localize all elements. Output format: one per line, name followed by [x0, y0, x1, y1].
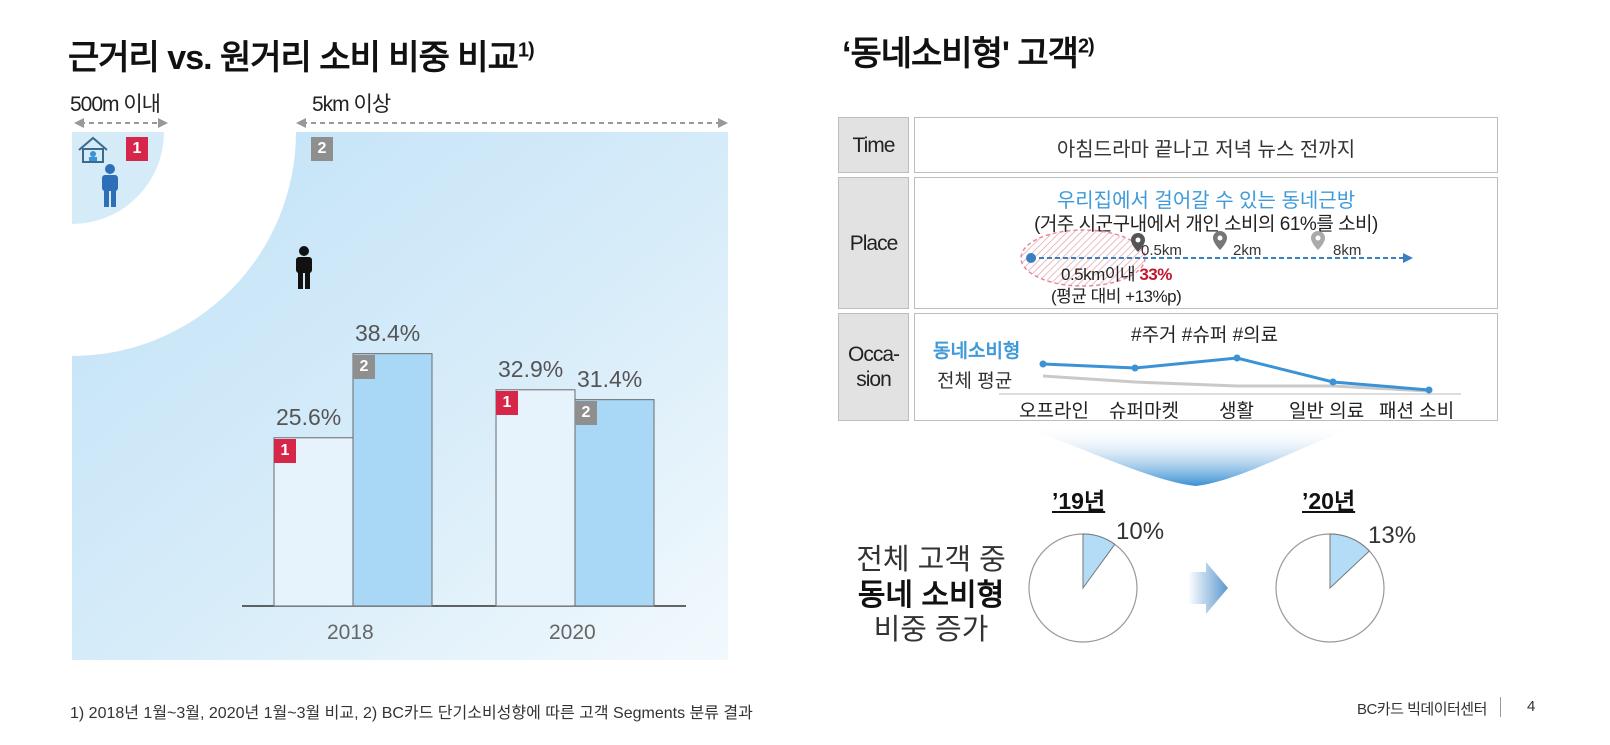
marker-label-8km: 8km [1333, 242, 1362, 259]
near-zone-badge: 1 [126, 137, 148, 161]
summary-line3: 비중 증가 [873, 614, 989, 646]
place-line1: 우리집에서 걸어갈 수 있는 동네근방 [1056, 190, 1356, 212]
person-black-icon [296, 246, 312, 289]
bar-category-label-2018: 2018 [327, 621, 374, 644]
funnel-shape [1020, 426, 1360, 486]
marker-pin-8km [1311, 231, 1325, 250]
bar-2018-series-1 [273, 437, 354, 607]
occasion-label: Occa- sion [838, 313, 909, 421]
pie-2020-slice [1329, 533, 1371, 590]
place-cell: 우리집에서 걸어갈 수 있는 동네근방 (거주 시군구내에서 개인 소비의 61… [914, 177, 1498, 309]
legend-avg: 전체 평균 [937, 371, 1013, 392]
place-label: Place [838, 177, 909, 309]
near-share-line: 0.5km이내 33% [1061, 260, 1172, 285]
marker-pin-2km [1213, 231, 1227, 250]
occasion-cat-0: 오프라인 [1019, 401, 1089, 422]
left-title-text: 근거리 vs. 원거리 소비 비중 비교 [68, 39, 519, 77]
pie-2019-slice [1082, 533, 1116, 590]
bar-badge-2020-1: 1 [496, 390, 518, 415]
page-number: 4 [1527, 698, 1536, 715]
marker-label-2km: 2km [1233, 242, 1262, 259]
year-2020-label: ’20년 [1302, 488, 1356, 514]
transition-arrow [1188, 562, 1228, 614]
left-title-note: 1) [517, 39, 535, 62]
occasion-cat-2: 생활 [1219, 401, 1254, 422]
legend-local: 동네소비형 [933, 341, 1021, 362]
place-line2: (거주 시군구내에서 개인 소비의 61%를 소비) [1034, 214, 1378, 235]
left-title: 근거리 vs. 원거리 소비 비중 비교1) [68, 30, 535, 79]
bar-2020-series-2 [574, 399, 655, 607]
bar-chart [242, 353, 686, 607]
right-title-note: 2) [1077, 35, 1095, 58]
bar-2020-series-1 [495, 389, 576, 607]
far-zone-badge: 2 [311, 137, 333, 161]
bar-value-label-2020-1: 32.9% [498, 355, 564, 382]
summary-line2: 동네 소비형 [857, 579, 1005, 612]
bar-badge-2018-2: 2 [353, 354, 375, 379]
occasion-cat-3: 일반 의료 [1289, 401, 1365, 422]
year-2019-label: ’19년 [1052, 488, 1106, 514]
avg-line [1042, 374, 1430, 393]
distance-scale [1020, 229, 1413, 287]
bar-value-label-2020-2: 31.4% [577, 365, 643, 392]
right-title: ‘동네소비형' 고객2) [842, 26, 1095, 75]
bar-category-label-2020: 2020 [549, 621, 596, 644]
near-distance-label: 500m 이내 [70, 93, 161, 116]
occasion-cell: #주거 #슈퍼 #의료 동네소비형 전체 평균 오프라인 슈퍼마켓 생활 일반 … [914, 313, 1498, 422]
right-title-text: ‘동네소비형' 고객 [842, 35, 1079, 73]
footer-brand: BC카드 빅데이터센터 [1357, 701, 1487, 718]
pie-charts [1028, 533, 1385, 643]
person-blue-icon [102, 164, 118, 207]
pie-2019-label: 10% [1116, 518, 1165, 545]
summary-line1: 전체 고객 중 [856, 544, 1006, 576]
marker-pin-0-5km [1131, 233, 1145, 252]
bar-badge-2018-1: 1 [274, 438, 296, 463]
time-label: Time [838, 117, 909, 173]
occasion-cat-4: 패션 소비 [1379, 401, 1455, 422]
near-share-label: 0.5km이내 [1061, 265, 1136, 284]
occasion-cat-1: 슈퍼마켓 [1109, 401, 1179, 422]
time-text: 아침드라마 끝나고 저녁 뉴스 전까지 [1056, 139, 1356, 161]
near-share-note: (평균 대비 +13%p) [1051, 287, 1182, 306]
occasion-tags: #주거 #슈퍼 #의료 [1131, 325, 1279, 346]
pie-2020-label: 13% [1368, 522, 1417, 549]
bar-value-label-2018-1: 25.6% [276, 403, 342, 430]
near-share-value: 33% [1139, 265, 1172, 284]
bar-badge-2020-2: 2 [575, 400, 597, 425]
footer-note: 1) 2018년 1월~3월, 2020년 1월~3월 비교, 2) BC카드 … [70, 705, 753, 722]
time-cell: 아침드라마 끝나고 저녁 뉴스 전까지 [914, 117, 1498, 173]
bar-2018-series-2 [352, 353, 433, 607]
bar-value-label-2018-2: 38.4% [355, 319, 421, 346]
far-distance-label: 5km 이상 [312, 93, 391, 116]
marker-label-0-5km: 0.5km [1141, 242, 1182, 259]
origin-dot [1026, 253, 1036, 263]
house-icon [78, 136, 108, 163]
footer-divider [1500, 697, 1501, 717]
occasion-line-chart [999, 354, 1461, 395]
